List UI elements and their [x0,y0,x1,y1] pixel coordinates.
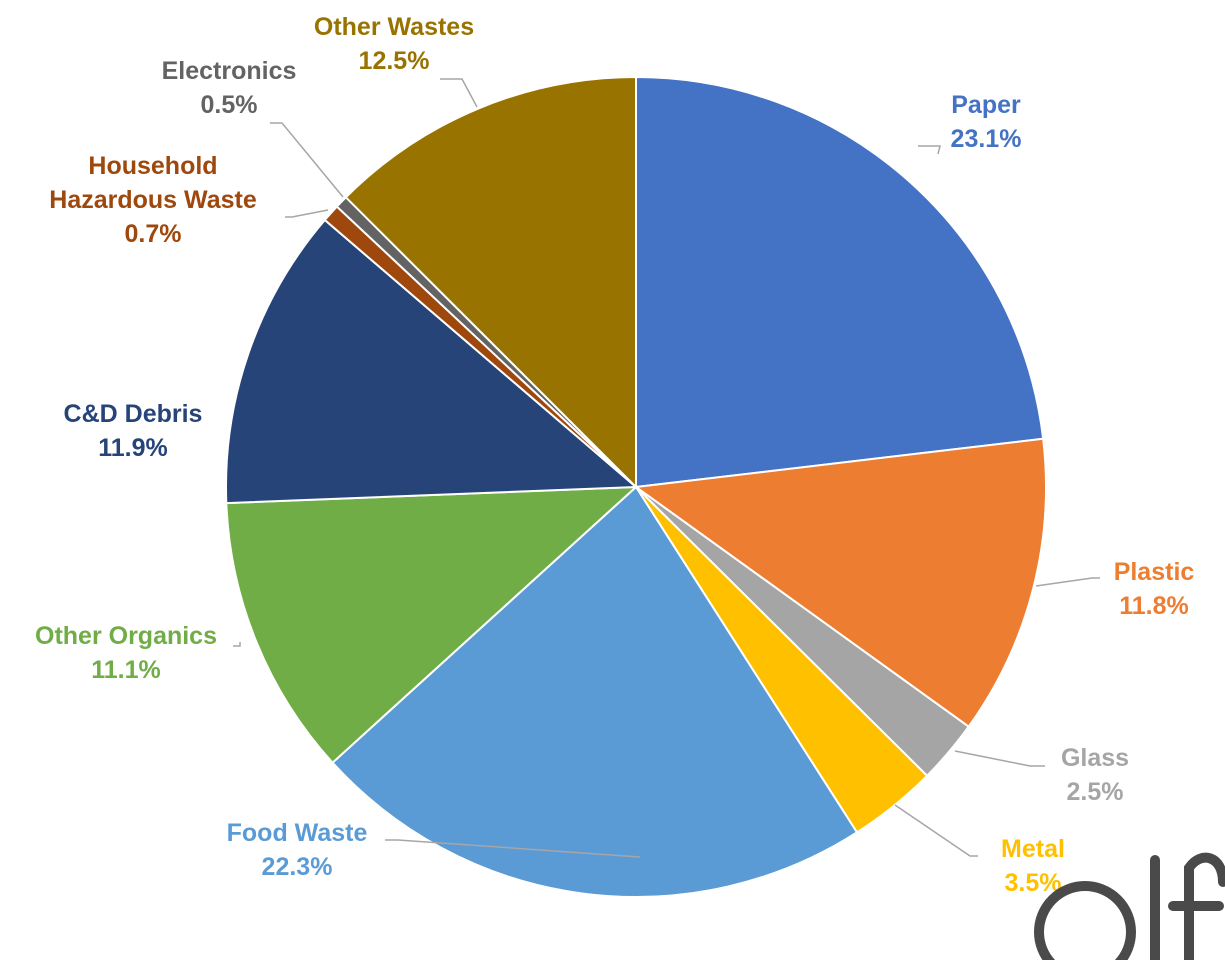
pie-slice-food-waste [331,485,859,898]
value-label-glass: 2.5% [1067,778,1124,806]
value-label-other-organics: 11.1% [91,656,161,684]
category-label-electronics: Electronics [162,57,297,85]
leader-line-food-waste [385,839,641,858]
value-label-paper: 23.1% [951,125,1022,153]
leader-line-electronics [270,122,344,198]
pie-slice-c-d-debris [225,218,639,505]
pie-slice-plastic [633,437,1047,729]
pie-slice-paper [635,75,1045,489]
category-label-other-organics: Other Organics [35,622,217,650]
category-label-glass: Glass [1061,744,1129,772]
category-label-other-wastes: Other Wastes [314,13,474,41]
leader-line-household-hazardous-waste [285,209,329,218]
category-label-food-waste: Food Waste [227,819,368,847]
category-label-household-hazardous-waste: Household Hazardous Waste [49,152,257,214]
value-label-plastic: 11.8% [1119,592,1189,620]
leader-line-metal [894,804,978,857]
leader-line-plastic [1035,577,1100,587]
pie-slice-other-wastes [344,75,637,490]
leader-line-other-wastes [440,78,478,108]
category-label-plastic: Plastic [1114,558,1195,586]
value-label-household-hazardous-waste: 0.7% [125,220,182,248]
leader-line-paper [918,145,941,155]
pie-slice-other-organics [225,485,639,765]
category-label-metal: Metal [1001,835,1065,863]
category-label-c-d-debris: C&D Debris [64,400,203,428]
leader-line-other-organics [233,642,241,647]
leader-line-glass [954,750,1045,767]
value-label-food-waste: 22.3% [262,853,333,881]
pie-slices [225,75,1047,898]
data-labels: Paper 23.1% Plastic 11.8% Glass 2.5% Metal 3.5%… [35,13,1194,897]
value-label-c-d-debris: 11.9% [98,434,168,462]
value-label-other-wastes: 12.5% [359,47,430,75]
leader-lines [233,78,1100,858]
category-label-paper: Paper [951,91,1021,119]
value-label-electronics: 0.5% [201,91,258,119]
value-label-metal: 3.5% [1005,869,1062,897]
